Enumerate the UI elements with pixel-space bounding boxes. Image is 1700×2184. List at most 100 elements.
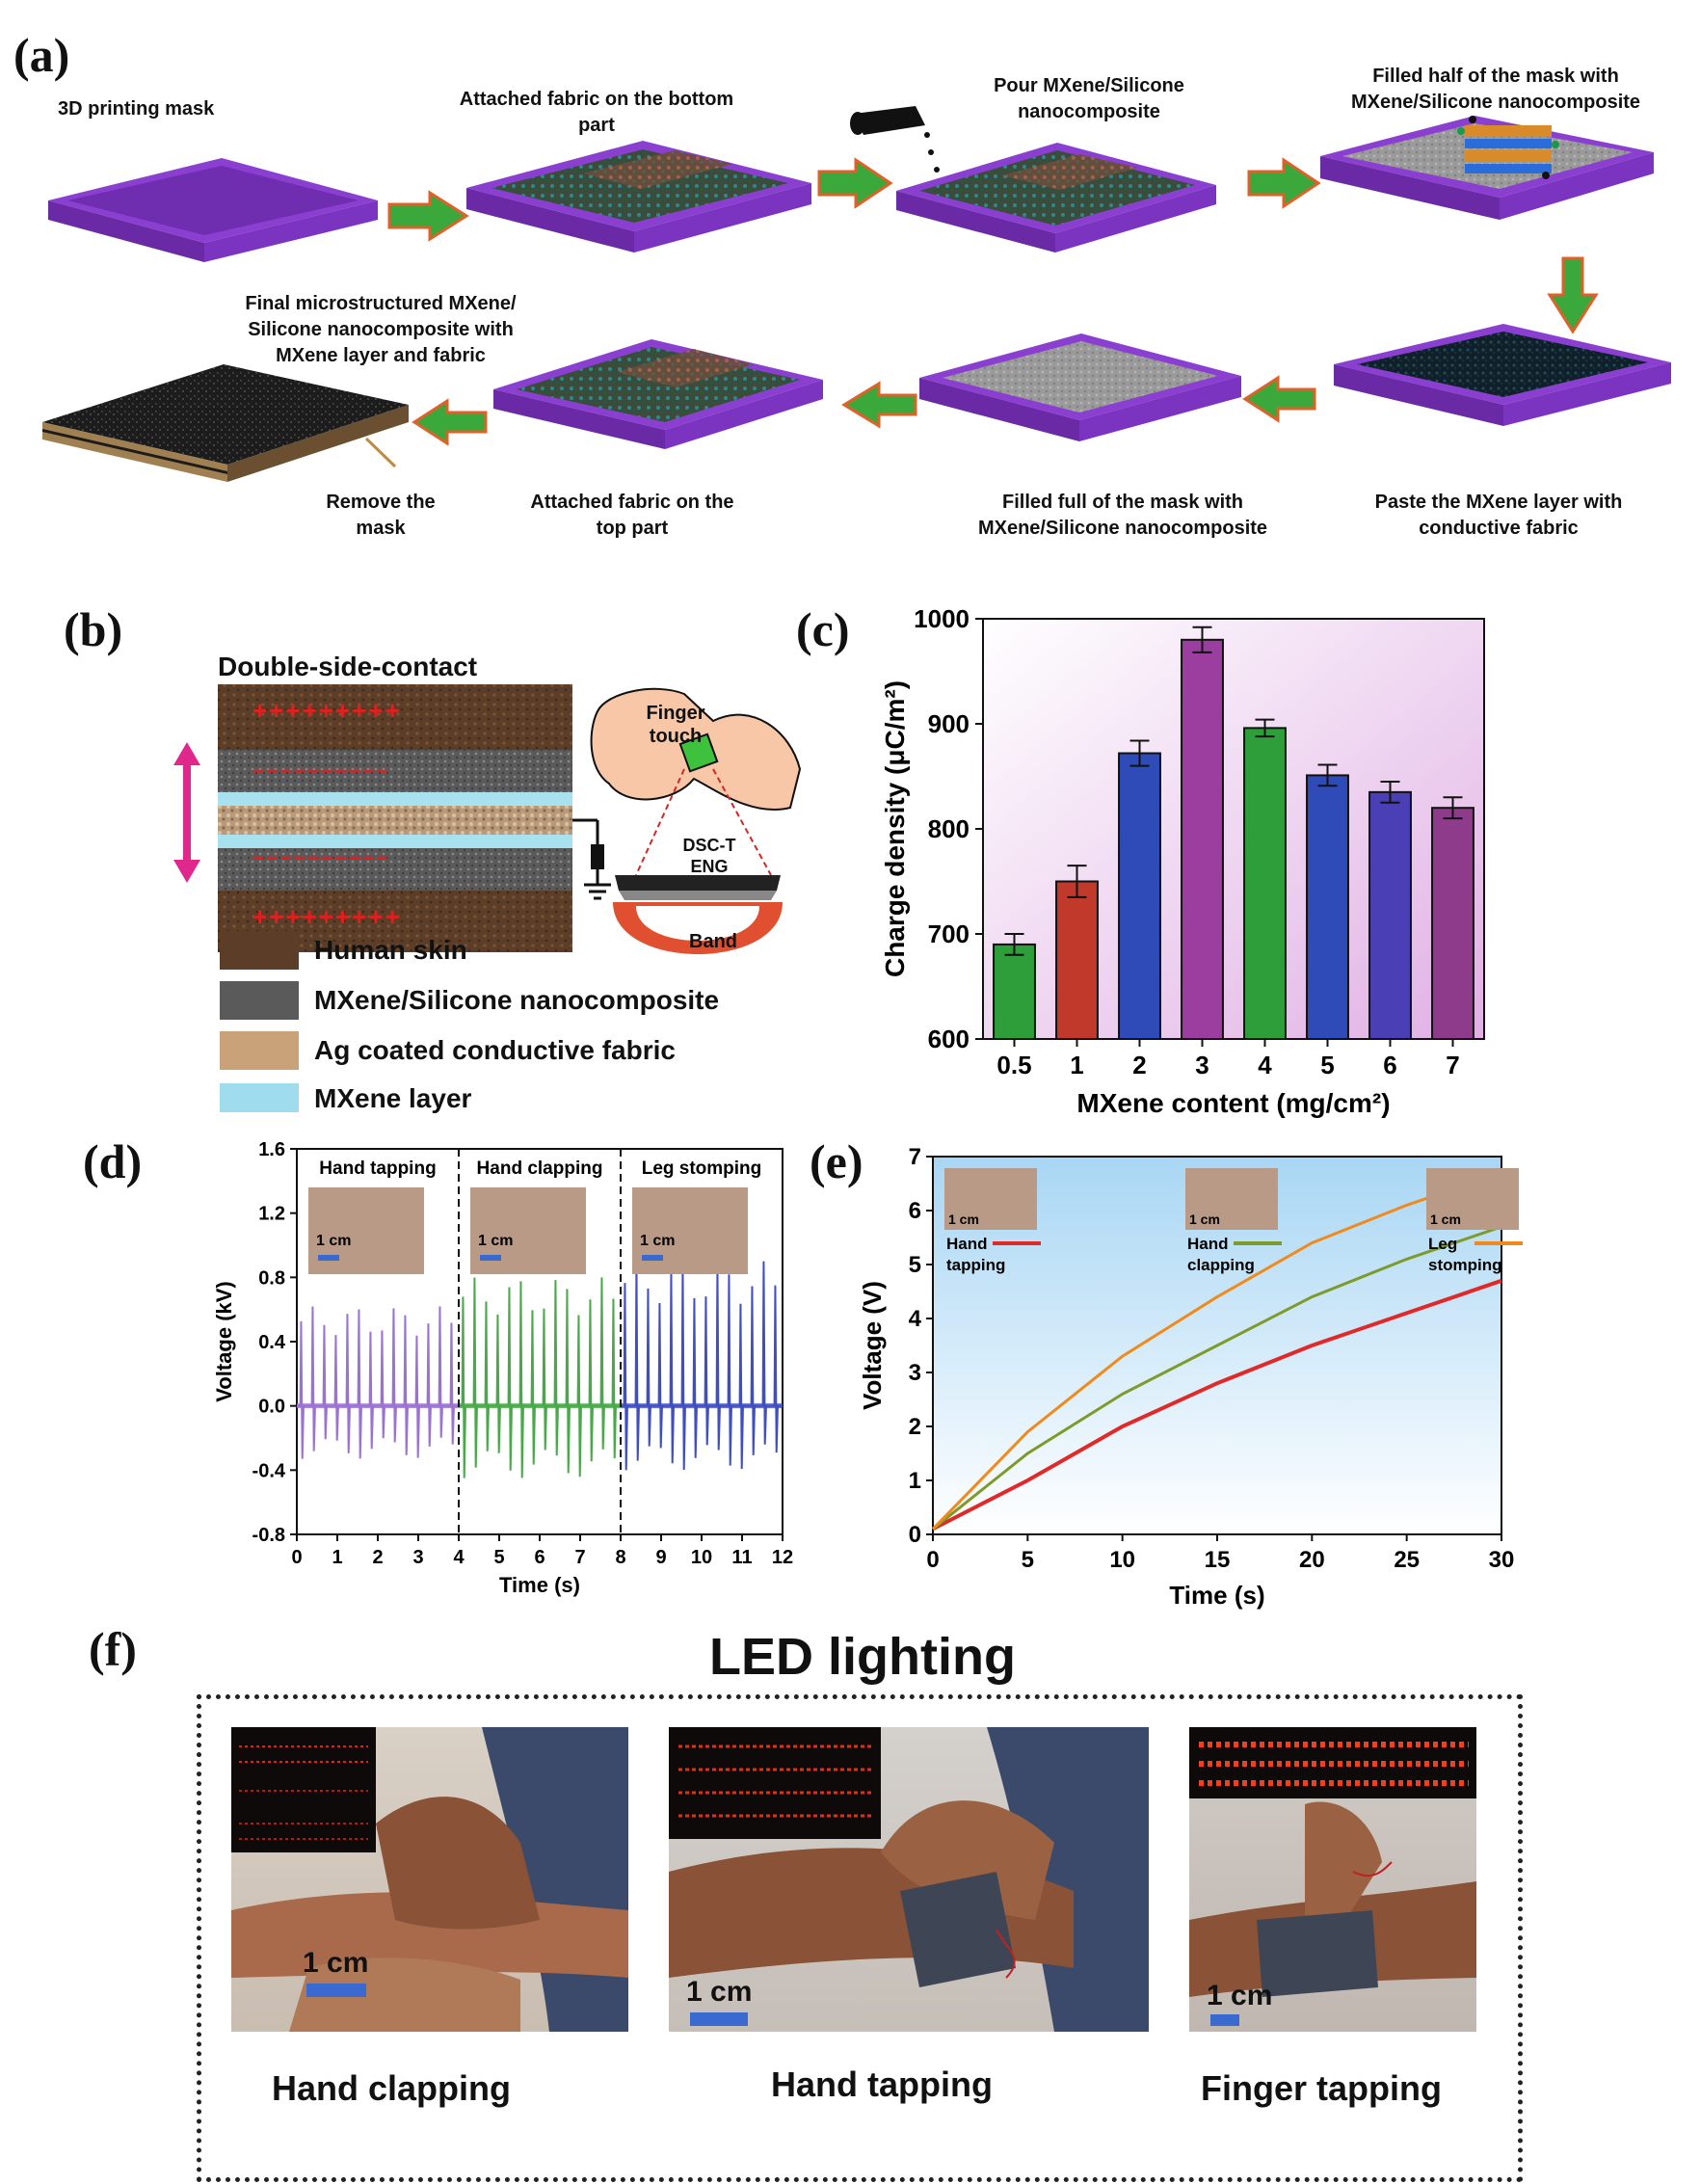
arrow-right-3-icon	[1247, 157, 1321, 209]
caption-hand-tapping: Hand tapping	[771, 2064, 993, 2104]
tray-5	[1334, 324, 1671, 426]
x-axis-label: Time (s)	[1169, 1581, 1264, 1610]
x-tick-label: 10	[691, 1547, 712, 1568]
tray-4	[1320, 116, 1654, 220]
x-tick-label: 0	[926, 1547, 939, 1573]
arrow-down-icon	[1547, 256, 1599, 334]
step-caption-1: 3D printing mask	[58, 98, 215, 120]
wrist-band-illustration	[590, 687, 802, 954]
scale-label: 1 cm	[316, 1233, 351, 1249]
x-tick-label: 4	[453, 1547, 465, 1568]
legend-swatch-ag-fabric	[220, 1031, 299, 1070]
step-caption-7: Attached fabric on the top part	[530, 492, 734, 539]
step-caption-3: Pour MXene/Silicone nanocomposite	[994, 75, 1184, 122]
led-photos-frame	[197, 1694, 1523, 2182]
photo-hand-tapping: 1 cm	[669, 1727, 1149, 2032]
y-tick-label: 600	[928, 1025, 970, 1053]
x-tick-label: 1	[332, 1547, 342, 1568]
finger-touch-label: Finger touch	[646, 703, 705, 747]
x-tick-label: 8	[615, 1547, 625, 1568]
arrow-left-1-icon	[1242, 375, 1316, 423]
y-tick-label: 7	[909, 1147, 921, 1170]
legend-swatch-nanocomposite	[220, 981, 299, 1020]
legend-label-nanocomposite: MXene/Silicone nanocomposite	[314, 985, 720, 1015]
legend-swatch-skin	[220, 931, 299, 970]
ground-icon	[572, 818, 611, 900]
arrow-left-2-icon	[841, 381, 917, 429]
x-axis-label: Time (s)	[499, 1573, 580, 1597]
series-title: Leg stomping	[642, 1159, 762, 1179]
panel-d-label: (d)	[83, 1134, 143, 1188]
y-tick-label: 3	[909, 1360, 921, 1386]
x-tick-label: 20	[1299, 1547, 1325, 1573]
y-tick-label: 2	[909, 1414, 921, 1440]
y-tick-label: 800	[928, 814, 970, 843]
y-tick-label: -0.4	[252, 1460, 286, 1481]
arrow-right-1-icon	[387, 190, 469, 242]
led-inset-2	[669, 1727, 881, 1839]
pink-double-arrow-icon	[173, 742, 200, 883]
y-tick-label: 1.6	[258, 1139, 285, 1160]
arrow-left-3-icon	[412, 398, 488, 446]
tray-1	[48, 158, 378, 262]
y-tick-label: -0.8	[252, 1525, 285, 1546]
scale-bar-2	[690, 2012, 748, 2026]
legend-label-skin: Human skin	[314, 935, 467, 965]
x-axis-label: MXene content (mg/cm²)	[1076, 1088, 1390, 1118]
inset-photo	[308, 1187, 424, 1274]
scale-label-2: 1 cm	[686, 1976, 753, 2008]
caption-finger-tapping: Finger tapping	[1201, 2068, 1442, 2108]
mxene-structure-icon	[1457, 116, 1559, 179]
y-tick-label: 1.2	[258, 1204, 285, 1225]
series-line	[931, 1171, 1502, 1531]
step-caption-4: Filled half of the mask with MXene/Silic…	[1350, 66, 1641, 113]
led-lighting-title: LED lighting	[709, 1628, 1016, 1686]
y-tick-label: 1	[909, 1468, 921, 1494]
minus-charges-top: ––––––––––	[252, 758, 390, 782]
bar	[1431, 807, 1474, 1040]
voltage-kv-chart: Hand tapping 1 cm Hand clapping 1 cm Leg sto…	[212, 1139, 793, 1597]
scale-bar	[318, 1255, 339, 1261]
x-tick-label: 25	[1394, 1547, 1420, 1573]
scale-bar	[642, 1255, 663, 1261]
y-tick-label: 0.4	[258, 1332, 286, 1353]
legend-label: clapping	[1187, 1256, 1255, 1274]
bar	[1181, 638, 1224, 1041]
band-label: Band	[689, 931, 737, 952]
step-caption-2: Attached fabric on the bottom part	[459, 89, 734, 136]
legend-label-mxene-layer: MXene layer	[314, 1083, 472, 1113]
x-tick-label: 0.5	[996, 1051, 1031, 1079]
y-axis-label: Voltage (V)	[858, 1281, 887, 1410]
legend-photo	[944, 1168, 1037, 1230]
x-tick-label: 2	[1132, 1051, 1146, 1079]
legend-photo	[1426, 1168, 1519, 1230]
arrow-right-2-icon	[817, 157, 893, 209]
bar	[1055, 880, 1099, 1040]
y-tick-label: 1000	[914, 604, 970, 633]
x-tick-label: 6	[534, 1547, 545, 1568]
legend-label: tapping	[946, 1256, 1005, 1274]
inset-photo	[632, 1187, 748, 1274]
legend-label: Hand	[1187, 1235, 1229, 1253]
tray-3	[896, 143, 1216, 253]
y-tick-label: 4	[909, 1306, 922, 1332]
x-tick-label: 6	[1383, 1051, 1396, 1079]
scale-label: 1 cm	[478, 1233, 513, 1249]
bar	[1118, 752, 1161, 1041]
x-tick-label: 3	[412, 1547, 423, 1568]
fabrication-process-diagram	[42, 106, 1671, 482]
x-tick-label: 5	[1022, 1547, 1034, 1573]
y-axis-label: Charge density (μC/m²)	[880, 680, 910, 977]
y-tick-label: 0.8	[258, 1267, 285, 1289]
series-title: Hand tapping	[319, 1159, 436, 1179]
plus-charges-top: +++++++++	[252, 696, 402, 725]
tray-6	[919, 333, 1241, 441]
photo-hand-clapping: 1 cm	[231, 1727, 628, 2032]
series-0	[297, 1306, 459, 1459]
dsc-teng-label: DSC-TENG	[682, 836, 736, 876]
step-caption-9: Final microstructured MXene/ Silicone na…	[245, 293, 517, 366]
x-tick-label: 1	[1070, 1051, 1083, 1079]
photo-finger-tapping: 1 cm	[1189, 1727, 1476, 2032]
led-inset-3	[1189, 1727, 1476, 1798]
legend-photo	[1185, 1168, 1278, 1230]
